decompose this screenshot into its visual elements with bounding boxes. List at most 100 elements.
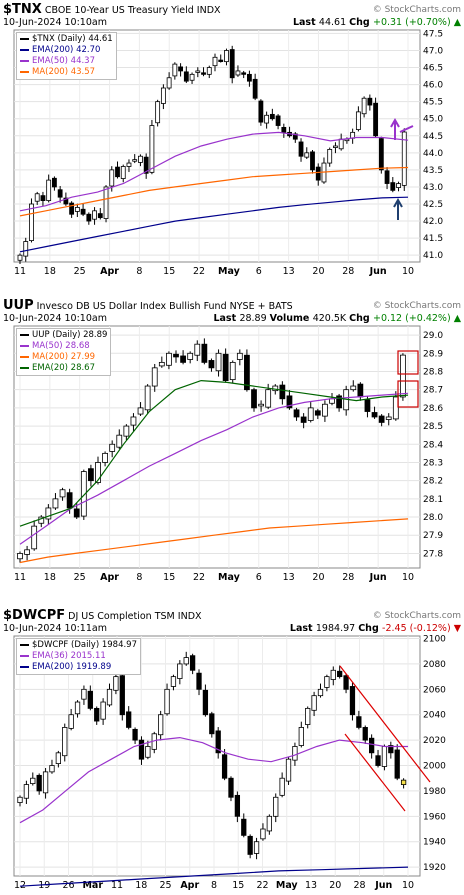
candle [349, 686, 356, 716]
legend-swatch-icon [20, 48, 29, 51]
candle [23, 241, 29, 257]
legend-entry: EMA(20) 28.67 [20, 363, 107, 374]
candle [260, 828, 266, 840]
y-tick-label: 2000 [423, 762, 446, 772]
candle [378, 138, 384, 171]
legend-entry: MA(200) 43.57 [20, 67, 113, 78]
candle [329, 398, 335, 404]
candle [298, 141, 304, 157]
candle [187, 352, 194, 360]
y-tick-label: 45.5 [423, 98, 443, 108]
candle [378, 415, 385, 423]
candle [115, 166, 120, 178]
candle [247, 73, 252, 82]
candle [367, 97, 373, 106]
legend: $TNX (Daily) 44.61 EMA(200) 42.70 EMA(50) … [16, 32, 117, 80]
candle [132, 159, 138, 162]
candle [17, 254, 23, 261]
candle [151, 367, 158, 387]
candle [305, 707, 311, 725]
watermark: © StockCharts.com [372, 611, 461, 621]
y-tick-label: 41.0 [423, 251, 443, 261]
symbol: $DWCPF [3, 608, 66, 623]
candle [315, 166, 321, 181]
legend-text: MA(200) 27.99 [32, 352, 96, 362]
candle [74, 207, 80, 212]
candle [132, 728, 138, 741]
candle [327, 149, 333, 164]
chart-header: UUP Invesco DB US Dollar Index Bullish F… [3, 298, 461, 313]
candle [52, 498, 59, 509]
candle [384, 170, 390, 184]
legend-swatch-icon [20, 70, 29, 73]
watermark: © StockCharts.com [372, 301, 461, 311]
candle [97, 213, 103, 219]
legend-entry: EMA(200) 42.70 [20, 45, 113, 56]
overlay-line [19, 196, 409, 253]
candle [400, 779, 407, 786]
candle [137, 407, 144, 415]
candle [166, 352, 172, 366]
legend: UUP (Daily) 28.89 MA(50) 28.68 MA(200) 27.… [16, 328, 112, 376]
candle [172, 63, 178, 77]
candle [388, 745, 394, 754]
candle [292, 746, 298, 761]
legend-text: EMA(200) 42.70 [32, 45, 101, 55]
candle [189, 655, 196, 671]
candle [273, 796, 279, 817]
tnx-panel: $TNX CBOE 10-Year US Treasury Yield INDX… [0, 0, 464, 290]
candle [369, 737, 375, 754]
y-tick-label: 28.1 [423, 495, 443, 505]
x-tick-label: Jun [369, 266, 387, 277]
candle [160, 87, 166, 104]
x-tick-label: May [276, 880, 299, 891]
x-tick-label: 10 [402, 266, 414, 277]
candle [196, 672, 202, 690]
candle [293, 409, 300, 418]
exchange: NYSE + BATS [229, 301, 293, 312]
candle [222, 353, 229, 381]
x-tick-label: 22 [193, 266, 205, 277]
candle [310, 151, 315, 171]
candle [215, 730, 221, 754]
candle [130, 416, 137, 426]
candle [229, 361, 236, 381]
x-tick-label: 18 [135, 880, 147, 891]
x-tick-label: 20 [329, 880, 341, 891]
x-tick-label: 8 [136, 266, 142, 277]
quote-summary: Last 1984.97 Chg -2.45 (-0.12%) ▼ [290, 623, 461, 634]
candle [126, 162, 132, 167]
candle [81, 688, 87, 700]
candle [17, 796, 23, 803]
candle [304, 152, 310, 158]
candle [330, 669, 336, 680]
chg-value: +0.12 (+0.42%) [372, 313, 451, 324]
y-tick-label: 41.5 [423, 234, 443, 244]
legend-swatch-icon [20, 333, 29, 336]
candle [34, 193, 40, 202]
legend-text: MA(50) 28.68 [32, 341, 90, 351]
candle [149, 125, 155, 173]
x-tick-label: 28 [342, 266, 354, 277]
candle [195, 70, 201, 73]
x-tick-label: 25 [74, 572, 86, 583]
candle [189, 73, 195, 81]
chart-subheader: 10-Jun-2024 10:11am Last 1984.97 Chg -2.4… [3, 623, 461, 634]
x-tick-label: 28 [342, 572, 354, 583]
legend-text: MA(200) 43.57 [32, 67, 96, 77]
y-tick-label: 2040 [423, 711, 446, 721]
x-tick-label: 20 [312, 266, 324, 277]
candle [66, 492, 73, 509]
candle [241, 72, 247, 75]
annotation-box-icon [397, 380, 419, 408]
candle [394, 749, 400, 779]
candle [138, 155, 143, 163]
candle [258, 403, 264, 407]
candle [109, 169, 115, 187]
candle [123, 425, 130, 437]
candle [228, 777, 234, 798]
last-label: Last [213, 313, 240, 324]
x-tick-label: 13 [283, 572, 295, 583]
candle [234, 794, 241, 817]
candle [29, 203, 34, 242]
